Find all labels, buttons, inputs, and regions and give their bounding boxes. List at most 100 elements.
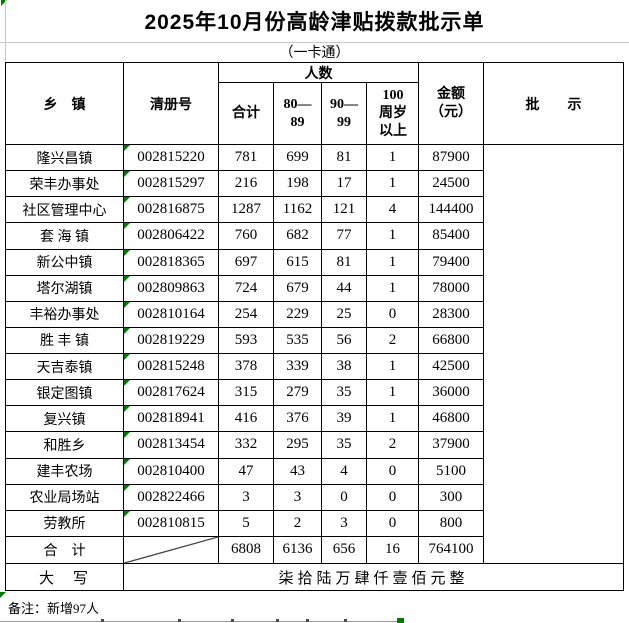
town-cell[interactable]: 套 海 镇	[6, 223, 124, 249]
age-100-plus-cell[interactable]: 0	[367, 510, 419, 536]
age-90-99-cell[interactable]: 35	[322, 432, 367, 458]
age-90-99-cell[interactable]: 39	[322, 406, 367, 432]
age-100-plus-cell[interactable]: 1	[367, 380, 419, 406]
town-cell[interactable]: 银定图镇	[6, 380, 124, 406]
register-no-cell[interactable]: 002817624	[124, 380, 219, 406]
age-100-plus-cell[interactable]: 1	[367, 406, 419, 432]
age-80-89-cell[interactable]: 198	[274, 171, 322, 197]
age-100-plus-cell[interactable]: 1	[367, 223, 419, 249]
page-subtitle[interactable]: （一卡通）	[279, 46, 350, 61]
age-80-89-cell[interactable]: 3	[274, 484, 322, 510]
age-100-plus-cell[interactable]: 2	[367, 432, 419, 458]
amount-in-words-label[interactable]: 大 写	[6, 564, 124, 591]
town-cell[interactable]: 丰裕办事处	[6, 301, 124, 327]
page-title[interactable]: 2025年10月份高龄津贴拨款批示单	[144, 11, 485, 34]
age-100-plus-cell[interactable]: 1	[367, 249, 419, 275]
age-100-plus-cell[interactable]: 1	[367, 145, 419, 171]
amount-cell[interactable]: 764100	[419, 536, 484, 563]
age-80-89-cell[interactable]: 615	[274, 249, 322, 275]
total-row-label[interactable]: 合 计	[6, 536, 124, 563]
header-amount[interactable]: 金额 （元）	[419, 63, 484, 145]
total-cell[interactable]: 254	[219, 301, 274, 327]
age-80-89-cell[interactable]: 679	[274, 275, 322, 301]
amount-cell[interactable]: 144400	[419, 197, 484, 223]
header-approval[interactable]: 批 示	[484, 63, 623, 145]
register-no-cell[interactable]: 002810400	[124, 458, 219, 484]
age-90-99-cell[interactable]: 3	[322, 510, 367, 536]
age-90-99-cell[interactable]: 0	[322, 484, 367, 510]
age-90-99-cell[interactable]: 44	[322, 275, 367, 301]
register-no-cell[interactable]: 002816875	[124, 197, 219, 223]
register-no-cell[interactable]: 002813454	[124, 432, 219, 458]
total-cell[interactable]: 781	[219, 145, 274, 171]
header-register-no[interactable]: 清册号	[124, 63, 219, 145]
age-80-89-cell[interactable]: 43	[274, 458, 322, 484]
header-people-count[interactable]: 人数	[219, 63, 418, 83]
total-cell[interactable]: 697	[219, 249, 274, 275]
register-no-cell[interactable]: 002818941	[124, 406, 219, 432]
town-cell[interactable]: 天吉泰镇	[6, 354, 124, 380]
total-cell[interactable]: 3	[219, 484, 274, 510]
register-no-cell[interactable]: 002806422	[124, 223, 219, 249]
amount-cell[interactable]: 78000	[419, 275, 484, 301]
age-100-plus-cell[interactable]: 4	[367, 197, 419, 223]
age-90-99-cell[interactable]: 121	[322, 197, 367, 223]
register-no-cell[interactable]: 002818365	[124, 249, 219, 275]
amount-cell[interactable]: 46800	[419, 406, 484, 432]
amount-cell[interactable]: 87900	[419, 145, 484, 171]
age-80-89-cell[interactable]: 339	[274, 354, 322, 380]
town-cell[interactable]: 隆兴昌镇	[6, 145, 124, 171]
age-100-plus-cell[interactable]: 16	[367, 536, 419, 563]
age-90-99-cell[interactable]: 81	[322, 145, 367, 171]
amount-cell[interactable]: 85400	[419, 223, 484, 249]
age-90-99-cell[interactable]: 4	[322, 458, 367, 484]
age-100-plus-cell[interactable]: 1	[367, 275, 419, 301]
age-90-99-cell[interactable]: 17	[322, 171, 367, 197]
total-cell[interactable]: 416	[219, 406, 274, 432]
town-cell[interactable]: 新公中镇	[6, 249, 124, 275]
age-90-99-cell[interactable]: 38	[322, 354, 367, 380]
register-no-cell[interactable]: 002815248	[124, 354, 219, 380]
age-90-99-cell[interactable]: 81	[322, 249, 367, 275]
header-age-100-plus[interactable]: 100 周岁 以上	[367, 83, 419, 145]
amount-cell[interactable]: 42500	[419, 354, 484, 380]
age-80-89-cell[interactable]: 2	[274, 510, 322, 536]
total-cell[interactable]: 315	[219, 380, 274, 406]
amount-cell[interactable]: 300	[419, 484, 484, 510]
total-row-diagonal-cell[interactable]	[124, 536, 219, 563]
total-cell[interactable]: 47	[219, 458, 274, 484]
total-cell[interactable]: 5	[219, 510, 274, 536]
age-100-plus-cell[interactable]: 1	[367, 171, 419, 197]
register-no-cell[interactable]: 002809863	[124, 275, 219, 301]
amount-cell[interactable]: 800	[419, 510, 484, 536]
header-town[interactable]: 乡 镇	[6, 63, 124, 145]
age-100-plus-cell[interactable]: 0	[367, 458, 419, 484]
age-80-89-cell[interactable]: 699	[274, 145, 322, 171]
amount-cell[interactable]: 5100	[419, 458, 484, 484]
age-90-99-cell[interactable]: 656	[322, 536, 367, 563]
town-cell[interactable]: 社区管理中心	[6, 197, 124, 223]
town-cell[interactable]: 塔尔湖镇	[6, 275, 124, 301]
town-cell[interactable]: 荣丰办事处	[6, 171, 124, 197]
header-subtotal[interactable]: 合计	[219, 83, 274, 145]
total-cell[interactable]: 1287	[219, 197, 274, 223]
total-cell[interactable]: 6808	[219, 536, 274, 563]
town-cell[interactable]: 复兴镇	[6, 406, 124, 432]
amount-cell[interactable]: 24500	[419, 171, 484, 197]
total-cell[interactable]: 216	[219, 171, 274, 197]
age-80-89-cell[interactable]: 1162	[274, 197, 322, 223]
age-90-99-cell[interactable]: 25	[322, 301, 367, 327]
town-cell[interactable]: 农业局场站	[6, 484, 124, 510]
age-80-89-cell[interactable]: 279	[274, 380, 322, 406]
note-text[interactable]: 备注：新增97人	[8, 600, 100, 616]
register-no-cell[interactable]: 002819229	[124, 327, 219, 353]
header-age-80-89[interactable]: 80— 89	[274, 83, 322, 145]
age-80-89-cell[interactable]: 682	[274, 223, 322, 249]
amount-cell[interactable]: 79400	[419, 249, 484, 275]
amount-cell[interactable]: 36000	[419, 380, 484, 406]
age-80-89-cell[interactable]: 6136	[274, 536, 322, 563]
amount-cell[interactable]: 28300	[419, 301, 484, 327]
town-cell[interactable]: 建丰农场	[6, 458, 124, 484]
age-80-89-cell[interactable]: 376	[274, 406, 322, 432]
total-cell[interactable]: 724	[219, 275, 274, 301]
